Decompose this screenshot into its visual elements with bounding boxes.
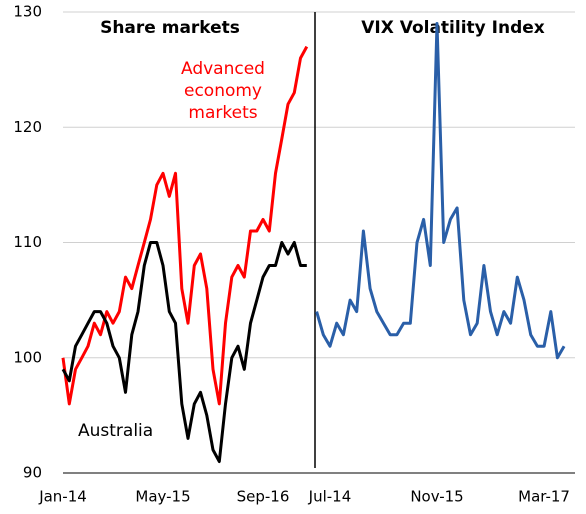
y-tick-label: 100	[13, 348, 42, 366]
y-tick-label: 110	[13, 233, 42, 251]
x-tick-label: Mar-17	[518, 488, 570, 506]
series-label: Advanced economy markets	[181, 59, 265, 123]
y-tick-label: 120	[13, 118, 42, 136]
y-tick-label: 90	[23, 464, 42, 482]
series-label: Australia	[78, 421, 154, 441]
x-tick-label: Jan-14	[38, 488, 87, 506]
x-tick-label: May-15	[135, 488, 190, 506]
series-line	[61, 241, 307, 463]
x-tick-label: Jul-14	[308, 488, 352, 506]
x-tick-label: Nov-15	[410, 488, 463, 506]
panel-title: Share markets	[100, 18, 240, 38]
panel-title: VIX Volatility Index	[361, 18, 545, 38]
series-line	[315, 22, 566, 360]
y-tick-label: 130	[13, 3, 42, 21]
series-line	[61, 45, 309, 406]
x-tick-label: Sep-16	[237, 488, 290, 506]
